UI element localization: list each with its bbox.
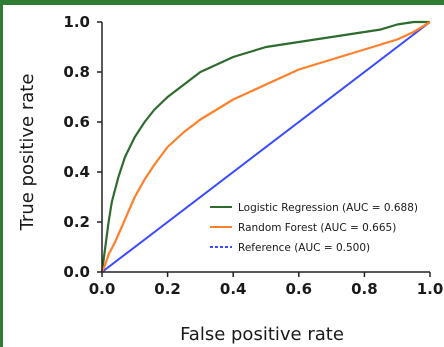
y-tick-label: 0.4 [63,163,90,181]
y-axis-title: True positive rate [17,74,38,232]
y-tick-label: 0.6 [63,113,90,131]
legend: Logistic Regression (AUC = 0.688) Random … [210,202,418,254]
x-tick-label: 0.4 [220,280,247,298]
axes [101,22,430,273]
x-axis-title: False positive rate [180,324,344,345]
x-tick-label: 0.0 [89,280,116,298]
plot-lines [100,20,431,273]
legend-entry: Random Forest (AUC = 0.665) [238,222,396,234]
y-tick-label: 0.8 [63,63,90,81]
x-tick-label: 0.2 [154,280,181,298]
series-line-1 [100,21,431,273]
x-tick-label: 1.0 [417,280,444,298]
legend-entry: Reference (AUC = 0.500) [238,242,370,254]
y-tick-label: 0.2 [63,213,90,231]
series-line-2 [101,21,431,273]
y-tick-label: 0.0 [63,263,90,281]
y-tick-label: 1.0 [63,13,90,31]
ticks: 0.0 0.2 0.4 0.6 0.8 1.0 0.0 0.2 0.4 0.6 0.8 1.0 [63,13,443,298]
x-tick-label: 0.6 [286,280,313,298]
series-line-0 [100,20,430,273]
legend-entry: Logistic Regression (AUC = 0.688) [238,202,418,214]
x-tick-label: 0.8 [351,280,378,298]
